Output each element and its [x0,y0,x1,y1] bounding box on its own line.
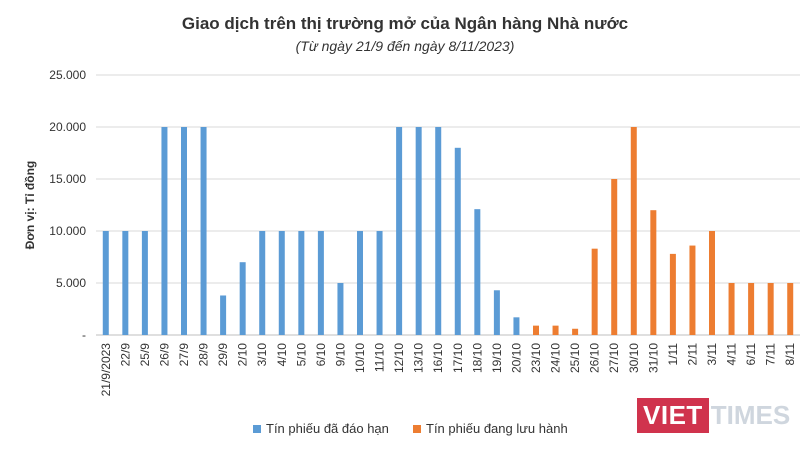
bar-matured [337,283,344,335]
bar-matured [376,231,383,335]
bar-matured [278,231,285,335]
x-tick-label: 9/10 [333,343,347,367]
bar-circulating [552,325,559,335]
bar-circulating [650,210,657,335]
bar-circulating [748,283,755,335]
bar-matured [161,127,168,335]
chart-subtitle: (Từ ngày 21/9 đến ngày 8/11/2023) [295,38,515,54]
viettimes-logo: VIET TIMES [637,395,790,435]
x-tick-label: 28/9 [197,343,211,367]
y-tick-label: 15.000 [49,172,86,186]
x-tick-label: 20/10 [509,343,523,373]
bar-matured [122,231,129,335]
x-tick-label: 18/10 [470,343,484,373]
x-tick-label: 29/9 [216,343,230,367]
bar-circulating [767,283,774,335]
x-tick-label: 27/10 [607,343,621,373]
bar-circulating [630,127,637,335]
bar-matured [298,231,305,335]
bar-matured [200,127,207,335]
y-tick-label: 25.000 [49,68,86,82]
bar-circulating [709,231,715,335]
y-tick-label: 5.000 [56,276,86,290]
x-tick-label: 24/10 [549,343,563,373]
x-tick-label: 7/11 [764,343,778,366]
chart-title: Giao dịch trên thị trường mở của Ngân hà… [181,14,629,33]
bar-circulating [669,253,676,335]
x-tick-label: 3/10 [255,343,269,367]
bar-matured [102,231,109,335]
x-tick-label: 31/10 [646,343,660,373]
bar-matured [513,317,520,335]
y-tick-label: 20.000 [49,120,86,134]
bar-matured [141,231,148,335]
x-tick-label: 6/11 [744,343,758,366]
bar-matured [239,262,246,335]
x-tick-label: 30/10 [627,343,641,373]
x-tick-label: 17/10 [451,343,465,373]
bar-circulating [533,325,539,335]
bar-matured [435,127,442,335]
x-tick-label: 22/9 [118,343,132,367]
x-tick-label: 2/10 [236,343,250,367]
bar-circulating [787,283,794,335]
y-tick-label: - [82,328,86,342]
bar-matured [317,231,324,335]
bar-circulating [572,328,579,335]
bar-matured [474,209,481,335]
legend-label-circulating: Tín phiếu đang lưu hành [426,421,568,436]
bar-matured [454,147,461,335]
legend-label-matured: Tín phiếu đã đáo hạn [266,421,389,436]
x-tick-label: 4/11 [725,343,739,366]
logo-viet: VIET [637,397,709,433]
bar-matured [220,295,227,335]
bar-matured [259,231,266,335]
x-tick-label: 1/11 [666,343,680,366]
bar-matured [396,127,403,335]
x-tick-label: 4/10 [275,343,289,367]
x-tick-label: 19/10 [490,343,504,373]
logo-times: TIMES [710,399,791,430]
x-tick-label: 21/9/2023 [99,343,113,397]
legend-swatch-circulating [413,424,421,433]
bar-circulating [689,245,696,335]
bar-matured [415,127,422,335]
x-tick-label: 11/10 [373,343,387,372]
bar-circulating [728,283,735,335]
x-tick-label: 6/10 [314,343,328,367]
x-tick-label: 5/10 [294,343,308,367]
legend-item-circulating: Tín phiếu đang lưu hành [413,421,568,436]
x-tick-label: 16/10 [431,343,445,373]
legend-item-matured: Tín phiếu đã đáo hạn [253,421,389,436]
x-tick-label: 27/9 [177,343,191,367]
bar-matured [493,290,500,335]
x-tick-label: 26/9 [157,343,171,367]
y-axis-label: Đơn vị: Tỉ đồng [23,161,37,250]
x-tick-label: 8/11 [783,343,797,366]
bar-circulating [611,179,618,335]
y-tick-label: 10.000 [49,224,86,238]
x-tick-label: 26/10 [588,343,602,373]
x-tick-label: 2/11 [685,343,699,366]
x-tick-label: 3/11 [705,343,719,366]
x-tick-label: 23/10 [529,343,543,373]
bar-circulating [591,248,598,335]
bar-matured [181,127,187,335]
x-tick-label: 12/10 [392,343,406,373]
x-tick-label: 10/10 [353,343,367,373]
legend-swatch-matured [253,424,261,433]
x-tick-label: 25/9 [138,343,152,367]
bar-matured [357,231,363,335]
x-tick-label: 25/10 [568,343,582,373]
x-tick-label: 13/10 [412,343,426,373]
